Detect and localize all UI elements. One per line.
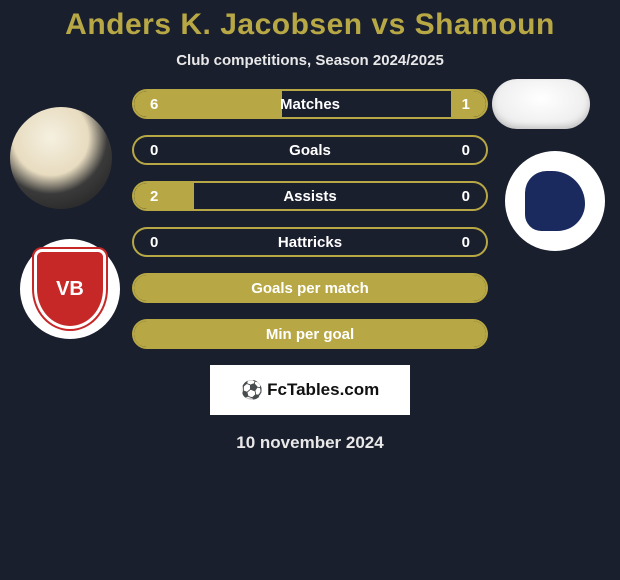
stat-bar: 00Hattricks (132, 227, 488, 257)
club-left-badge-icon: VB (34, 249, 106, 329)
club-left-badge: VB (20, 239, 120, 339)
page-title: Anders K. Jacobsen vs Shamoun (0, 8, 620, 42)
subtitle: Club competitions, Season 2024/2025 (0, 52, 620, 69)
stat-label: Min per goal (134, 326, 486, 343)
stat-label: Hattricks (134, 234, 486, 251)
watermark: ⚽ FcTables.com (210, 365, 410, 415)
stat-bar: 00Goals (132, 135, 488, 165)
stat-label: Goals per match (134, 280, 486, 297)
player-right-avatar (492, 79, 590, 129)
stat-bar: 61Matches (132, 89, 488, 119)
stat-bar: Min per goal (132, 319, 488, 349)
date-label: 10 november 2024 (10, 433, 610, 453)
fctables-logo-icon: ⚽ (241, 380, 263, 401)
stat-label: Goals (134, 142, 486, 159)
stat-label: Assists (134, 188, 486, 205)
club-right-badge-icon (525, 171, 585, 231)
comparison-card: Anders K. Jacobsen vs Shamoun Club compe… (0, 0, 620, 453)
player-left-avatar (10, 107, 112, 209)
stat-label: Matches (134, 96, 486, 113)
stat-bars: 61Matches 00Goals 20Assists 00Hattricks Goal… (132, 89, 488, 349)
stat-bar: Goals per match (132, 273, 488, 303)
stat-bar: 20Assists (132, 181, 488, 211)
watermark-text: FcTables.com (267, 380, 379, 400)
club-right-badge (505, 151, 605, 251)
stats-area: VB 61Matches 00Goals 20Assists 00Hattricks G… (0, 89, 620, 453)
